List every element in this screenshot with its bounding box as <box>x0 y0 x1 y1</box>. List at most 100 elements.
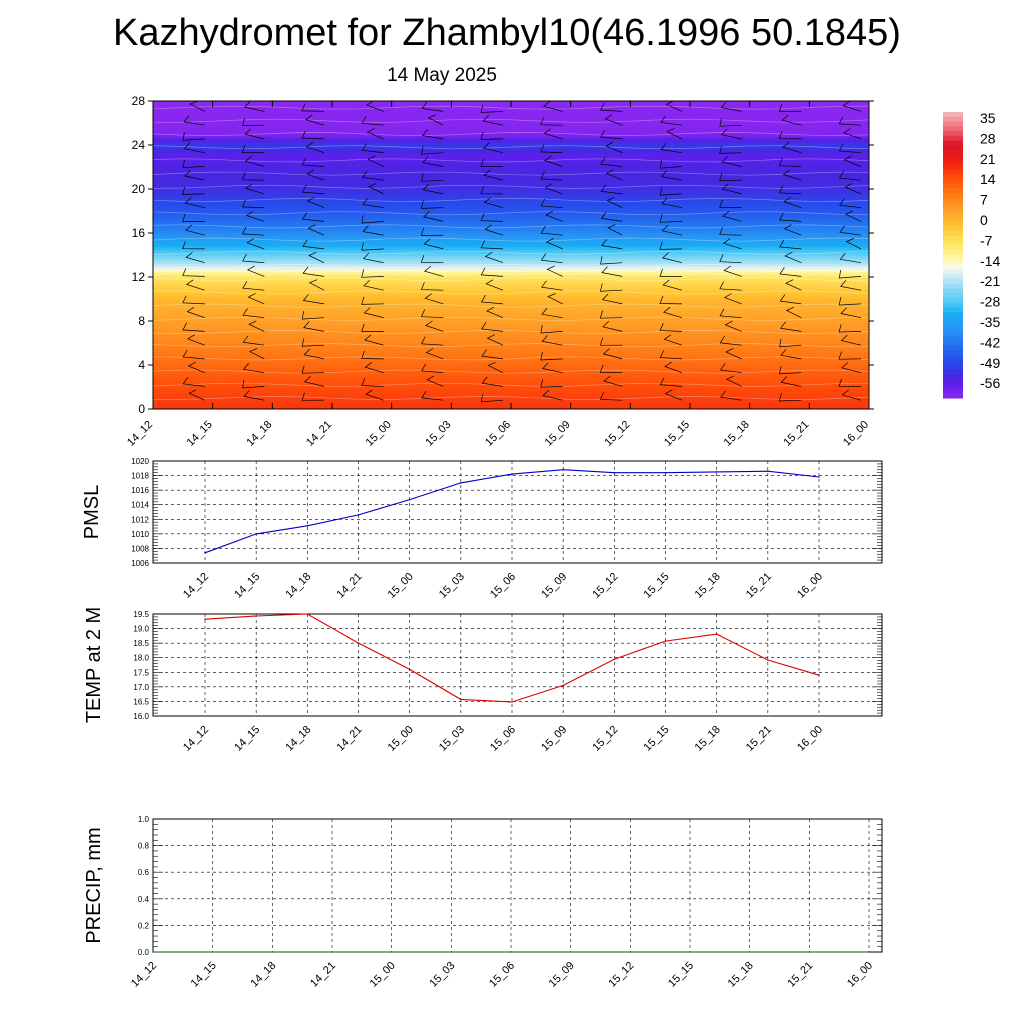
contour-line <box>153 277 869 282</box>
wind-barb <box>599 310 623 319</box>
wind-barb <box>185 252 205 264</box>
y-tick-label: 20 <box>132 182 146 196</box>
heatmap-band <box>153 277 869 281</box>
wind-barb <box>306 196 325 209</box>
wind-barb <box>123 201 145 209</box>
contour-line <box>153 343 869 348</box>
y-tick-label: 1010 <box>131 530 149 539</box>
wind-barb <box>423 265 444 277</box>
y-tick-label: 17.0 <box>133 683 149 692</box>
data-point <box>511 473 513 475</box>
wind-barb <box>365 389 384 401</box>
y-tick-label: 4 <box>138 358 145 372</box>
wind-barb <box>421 336 444 346</box>
wind-barb <box>723 293 742 305</box>
colorbar-cell <box>943 188 963 194</box>
y-tick-label: 1012 <box>131 515 149 524</box>
wind-barb <box>241 172 265 181</box>
wind-barb <box>601 239 623 250</box>
wind-barb <box>361 242 384 251</box>
x-tick-label: 15_09 <box>543 419 573 449</box>
wind-barb <box>244 155 265 167</box>
wind-barb <box>719 308 742 319</box>
wind-barb <box>840 334 862 346</box>
y-tick-label: 28 <box>132 94 146 108</box>
colorbar-label: -7 <box>980 232 993 248</box>
heatmap-band <box>153 136 869 141</box>
wind-barb <box>722 238 742 250</box>
colorbar-label: -14 <box>980 253 1000 269</box>
wind-barb <box>486 334 504 346</box>
wind-barb <box>540 171 563 181</box>
colorbar-cell <box>943 374 963 380</box>
wind-barb <box>242 335 265 346</box>
wind-barb <box>719 172 742 181</box>
heatmap-band <box>153 167 869 171</box>
heatmap-band <box>153 381 869 385</box>
wind-barb <box>245 210 265 222</box>
heatmap-band <box>153 266 869 270</box>
heatmap-band <box>153 153 869 157</box>
heatmap-band <box>153 224 869 229</box>
wind-barb <box>724 320 742 332</box>
colorbar-cell <box>943 245 963 251</box>
wind-barb <box>843 128 862 140</box>
wind-barb <box>301 365 325 374</box>
heatmap-band <box>153 156 869 160</box>
data-point <box>357 514 360 516</box>
wind-barb <box>425 320 444 332</box>
colorbar-cell <box>943 145 963 151</box>
heatmap-band <box>153 194 869 198</box>
wind-barb <box>600 130 623 140</box>
heatmap-band <box>153 200 869 204</box>
wind-barb <box>600 184 623 195</box>
wind-barb <box>719 227 742 236</box>
wind-barb <box>659 350 683 360</box>
heatmap-band <box>153 134 869 138</box>
heatmap-band <box>153 139 869 143</box>
wind-barb <box>182 295 205 305</box>
wind-barb <box>778 158 802 167</box>
wind-barb <box>241 117 265 126</box>
colorbar-cell <box>943 226 963 232</box>
data-point <box>715 633 718 635</box>
heatmap-band <box>153 169 869 174</box>
heatmap-band <box>153 235 869 240</box>
data-point <box>569 951 572 953</box>
wind-barb <box>242 281 265 291</box>
colorbar-cell <box>943 164 963 170</box>
wind-barb <box>838 378 862 387</box>
wind-barb <box>366 128 384 140</box>
x-tick-label: 15_09 <box>547 960 577 990</box>
x-tick-label: 15_03 <box>437 724 467 754</box>
x-tick-label: 15_18 <box>726 960 756 990</box>
wind-barb <box>243 101 265 112</box>
colorbar-cell <box>943 312 963 318</box>
wind-barb <box>783 224 802 236</box>
y-tick-label: 0.2 <box>138 921 150 930</box>
wind-barb <box>544 155 563 167</box>
wind-barb <box>540 226 563 236</box>
colorbar-cell <box>943 331 963 337</box>
wind-barb <box>839 198 862 209</box>
wind-barb <box>842 101 862 112</box>
wind-barb <box>427 114 444 126</box>
x-tick-label: 14_15 <box>185 419 215 449</box>
wind-barb <box>301 185 325 195</box>
colorbar-cell <box>943 307 963 313</box>
wind-barb <box>242 362 265 374</box>
colorbar-label: 35 <box>980 110 996 126</box>
wind-barb <box>843 155 862 167</box>
heatmap-band <box>153 114 869 119</box>
x-tick-label: 15_12 <box>590 724 620 754</box>
heatmap-band <box>153 222 869 226</box>
x-tick-label: 14_12 <box>125 419 155 449</box>
heatmap-band <box>153 241 869 245</box>
wind-barb <box>245 183 265 195</box>
wind-barb <box>363 279 384 291</box>
wind-barb <box>838 171 862 181</box>
colorbar-cell <box>943 297 963 304</box>
y-tick-label: 8 <box>138 314 145 328</box>
heatmap-band <box>153 354 869 358</box>
y-tick-label: 16.5 <box>133 697 149 706</box>
